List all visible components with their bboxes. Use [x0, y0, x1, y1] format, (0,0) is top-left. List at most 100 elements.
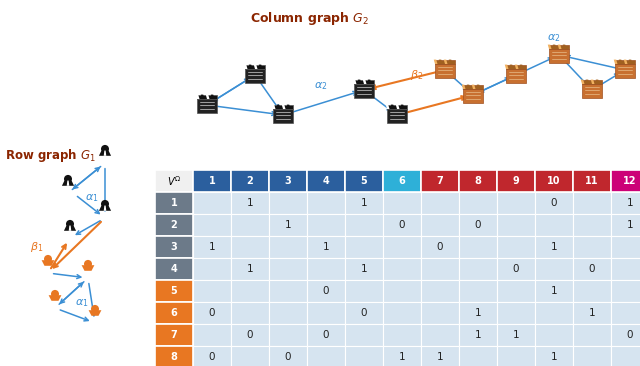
Bar	[535, 280, 573, 302]
Bar	[611, 214, 640, 236]
Bar	[383, 302, 421, 324]
Bar	[535, 214, 573, 236]
Bar	[345, 236, 383, 258]
Text: 1: 1	[550, 352, 557, 362]
Circle shape	[64, 175, 72, 183]
Polygon shape	[396, 105, 399, 109]
Bar	[193, 214, 231, 236]
Text: 6: 6	[399, 176, 405, 186]
Polygon shape	[244, 65, 248, 69]
Polygon shape	[477, 85, 481, 89]
Text: $\alpha_1$: $\alpha_1$	[85, 192, 99, 204]
Polygon shape	[104, 150, 106, 156]
Bar	[463, 85, 483, 89]
Bar	[459, 236, 497, 258]
Bar	[383, 258, 421, 280]
Bar	[421, 170, 459, 192]
Bar	[383, 214, 421, 236]
Bar	[421, 192, 459, 214]
Bar	[231, 346, 269, 366]
Bar	[155, 258, 193, 280]
Bar	[421, 346, 459, 366]
Polygon shape	[557, 45, 561, 49]
Bar	[307, 236, 345, 258]
Bar	[421, 214, 459, 236]
Bar	[459, 280, 497, 302]
Text: 0: 0	[589, 264, 595, 274]
Bar	[231, 170, 269, 192]
Polygon shape	[201, 94, 205, 99]
Text: 1: 1	[246, 264, 253, 274]
Text: 1: 1	[513, 330, 519, 340]
Text: 0: 0	[551, 198, 557, 208]
Text: 10: 10	[547, 176, 561, 186]
Polygon shape	[596, 79, 600, 84]
Bar	[155, 192, 193, 214]
Bar	[573, 280, 611, 302]
Bar	[387, 109, 407, 123]
Bar	[269, 236, 307, 258]
Bar	[582, 79, 602, 84]
Bar	[611, 280, 640, 302]
Polygon shape	[628, 60, 632, 64]
Bar	[573, 170, 611, 192]
Polygon shape	[287, 105, 291, 109]
Polygon shape	[67, 180, 69, 186]
Polygon shape	[391, 105, 394, 109]
Polygon shape	[444, 60, 447, 64]
Polygon shape	[88, 310, 101, 316]
Bar	[307, 324, 345, 346]
Text: $\beta_2$: $\beta_2$	[410, 68, 424, 82]
Bar	[497, 346, 535, 366]
Text: 0: 0	[399, 220, 405, 230]
Bar	[459, 324, 497, 346]
Bar	[269, 214, 307, 236]
Text: 8: 8	[475, 176, 481, 186]
Bar	[497, 258, 535, 280]
Bar	[269, 302, 307, 324]
Circle shape	[101, 145, 109, 153]
Text: 0: 0	[361, 308, 367, 318]
Text: 1: 1	[171, 198, 177, 208]
Bar	[231, 324, 269, 346]
Polygon shape	[619, 60, 623, 64]
Polygon shape	[363, 79, 367, 84]
Bar	[549, 45, 569, 49]
Bar	[421, 324, 459, 346]
Polygon shape	[580, 79, 584, 84]
Bar	[535, 346, 573, 366]
Bar	[421, 258, 459, 280]
Bar	[497, 214, 535, 236]
Text: 2: 2	[246, 176, 253, 186]
Bar	[245, 69, 265, 83]
Bar	[611, 236, 640, 258]
Text: 1: 1	[436, 352, 444, 362]
Circle shape	[66, 220, 74, 228]
Bar	[193, 324, 231, 346]
Text: 0: 0	[209, 308, 215, 318]
Bar	[421, 236, 459, 258]
Text: 0: 0	[247, 330, 253, 340]
Circle shape	[101, 200, 109, 208]
Bar	[573, 214, 611, 236]
Text: 1: 1	[627, 220, 634, 230]
Polygon shape	[624, 60, 627, 64]
Text: 1: 1	[285, 220, 291, 230]
Bar	[155, 280, 193, 302]
Bar	[435, 64, 455, 78]
Text: 0: 0	[285, 352, 291, 362]
Bar	[497, 192, 535, 214]
Circle shape	[91, 305, 99, 313]
Bar	[435, 60, 455, 64]
Polygon shape	[282, 105, 285, 109]
Bar	[345, 170, 383, 192]
Bar	[421, 280, 459, 302]
Text: 0: 0	[323, 330, 329, 340]
Text: 9: 9	[513, 176, 520, 186]
Circle shape	[51, 290, 59, 298]
Text: 1: 1	[361, 264, 367, 274]
Polygon shape	[439, 60, 442, 64]
Bar	[497, 170, 535, 192]
Text: 11: 11	[585, 176, 599, 186]
Bar	[615, 60, 635, 64]
